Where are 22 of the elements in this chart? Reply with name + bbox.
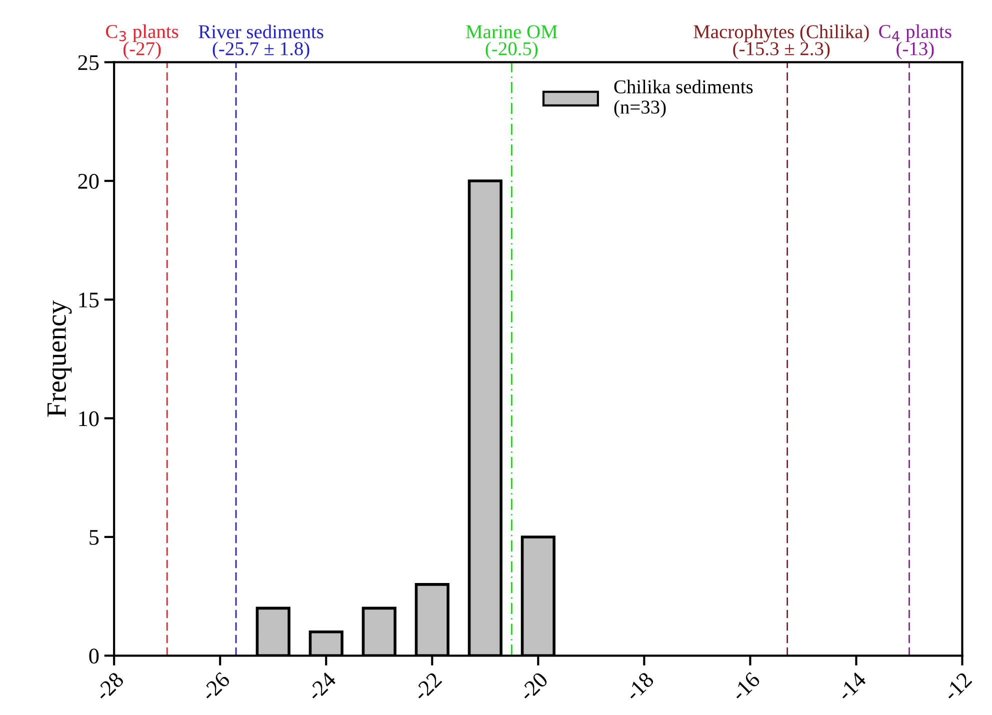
y-tick-label: 25 bbox=[78, 55, 99, 70]
ref-line-label: C$_{3}$ plants (-27) bbox=[106, 24, 178, 60]
x-tick-label: -12 bbox=[942, 672, 972, 702]
ref-line-label: Macrophytes (Chilika) (-15.3 ± 2.3) bbox=[694, 24, 869, 60]
x-tick-label: -28 bbox=[94, 671, 125, 702]
ref-line-label: C$_{4}$ plants (-13) bbox=[879, 24, 952, 60]
x-tick-label: -20 bbox=[518, 671, 549, 702]
y-tick-label: 15 bbox=[79, 292, 99, 308]
legend-label: Chilika sediments (n=33) bbox=[614, 80, 753, 118]
y-tick-label: 5 bbox=[90, 530, 99, 545]
x-tick-label: -14 bbox=[836, 671, 867, 702]
y-tick-label: 0 bbox=[89, 648, 99, 664]
x-tick-label: -24 bbox=[306, 670, 337, 702]
x-tick-label: -22 bbox=[412, 672, 442, 702]
x-tick-label: -26 bbox=[200, 671, 231, 702]
y-tick-label: 20 bbox=[78, 174, 99, 189]
x-tick-label: -18 bbox=[624, 671, 655, 702]
y-axis-title: Frequency bbox=[48, 300, 72, 417]
y-tick-label: 10 bbox=[79, 411, 99, 426]
ref-line-label: Marine OM (-20.5) bbox=[466, 25, 558, 60]
ref-line-label: River sediments (-25.7 ± 1.8) bbox=[198, 24, 324, 60]
x-tick-label: -16 bbox=[730, 671, 761, 702]
